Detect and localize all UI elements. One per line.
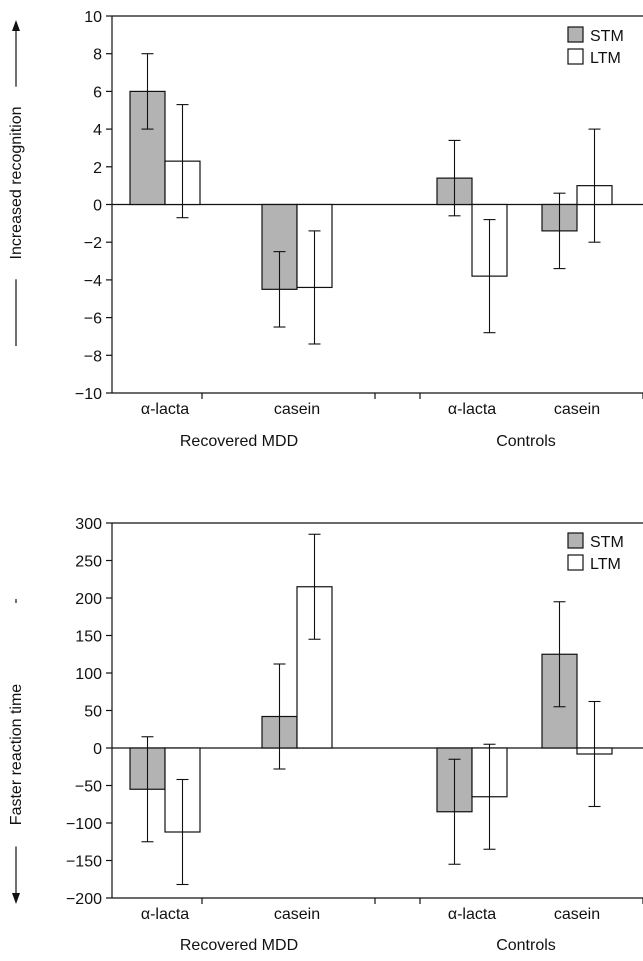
y-tick-label: 6 — [93, 84, 102, 101]
y-tick-label: −200 — [66, 891, 102, 908]
y-tick-label: −8 — [84, 348, 102, 365]
x-category-label: casein — [554, 906, 600, 923]
legend-swatch-stm — [567, 532, 584, 549]
legend-swatch-ltm — [567, 554, 584, 571]
y-tick-label: 150 — [75, 629, 102, 646]
x-category-label: α-lacta — [448, 401, 496, 418]
y-tick-label: 200 — [75, 591, 102, 608]
x-group-label: Recovered MDD — [180, 433, 298, 450]
x-category-label: casein — [274, 401, 320, 418]
x-category-label: casein — [554, 401, 600, 418]
y-tick-label: 300 — [75, 516, 102, 533]
y-tick-label: 4 — [93, 122, 102, 139]
x-group-label: Controls — [496, 433, 556, 450]
arrow-down-icon — [12, 893, 20, 904]
x-category-label: α-lacta — [141, 401, 189, 418]
y-tick-label: 2 — [93, 160, 102, 177]
y-tick-label: 100 — [75, 666, 102, 683]
x-group-label: Recovered MDD — [180, 937, 298, 954]
y-tick-label: 0 — [93, 741, 102, 758]
y-tick-label: −2 — [84, 235, 102, 252]
y-tick-label: 50 — [84, 704, 102, 721]
legend-label-stm: STM — [590, 28, 624, 45]
y-axis-label: Faster reaction time — [8, 684, 25, 825]
y-tick-label: −100 — [66, 816, 102, 833]
y-tick-label: 10 — [84, 9, 102, 26]
x-group-label: Controls — [496, 937, 556, 954]
legend-label-ltm: LTM — [590, 556, 621, 573]
y-tick-label: −150 — [66, 854, 102, 871]
x-category-label: α-lacta — [448, 906, 496, 923]
y-tick-label: 250 — [75, 554, 102, 571]
y-tick-label: 0 — [93, 198, 102, 215]
y-tick-label: 8 — [93, 47, 102, 64]
y-tick-label: −6 — [84, 311, 102, 328]
legend-label-ltm: LTM — [590, 50, 621, 67]
chart-panel-reaction-time: −200 −150 −100 −50 0 50 100 150 200 250 300 α-lacta… — [8, 516, 643, 954]
arrow-up-icon — [12, 20, 20, 31]
x-category-label: α-lacta — [141, 906, 189, 923]
y-tick-label: −50 — [75, 779, 102, 796]
chart-panel-recognition: −10 −8 −6 −4 −2 0 2 4 6 8 10 α-lacta casein α-lacta ca… — [8, 9, 643, 450]
legend-swatch-stm — [567, 26, 584, 43]
legend-swatch-ltm — [567, 48, 584, 65]
legend-label-stm: STM — [590, 534, 624, 551]
y-tick-label: −10 — [75, 386, 102, 403]
x-category-label: casein — [274, 906, 320, 923]
y-axis-label: Increased recognition — [8, 107, 25, 260]
y-tick-label: −4 — [84, 273, 102, 290]
